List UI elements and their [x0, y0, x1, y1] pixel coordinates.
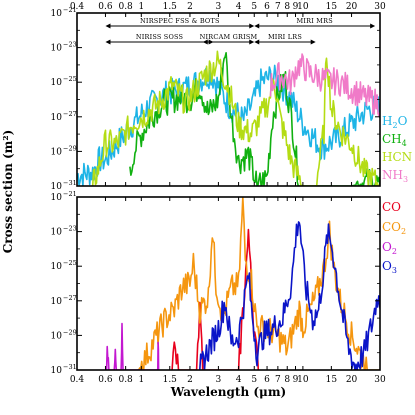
y-tick-exponent: −25: [63, 259, 77, 267]
legend-item-h2o: H2O: [382, 114, 408, 130]
instrument-range: MIRI MRS: [254, 17, 376, 29]
arrow-head-left: [105, 39, 111, 45]
instrument-label: NIRCAM GRISM: [200, 33, 258, 41]
arrow-head-left: [105, 23, 111, 29]
x-tick-label-bottom: 2: [187, 375, 193, 385]
legend-item-ch4: CH4: [382, 132, 407, 148]
instrument-range: NIRCAM GRISM: [200, 33, 258, 45]
y-tick-label: 10: [51, 44, 63, 54]
x-tick-label-top: 20: [346, 2, 358, 12]
y-tick-label: 10: [51, 366, 63, 376]
x-tick-label-bottom: 9: [293, 375, 299, 385]
y-tick-exponent: −29: [63, 144, 77, 152]
x-tick-label-top: 5: [251, 2, 257, 12]
x-tick-label-bottom: 15: [326, 375, 338, 385]
arrow-head-left: [254, 39, 260, 45]
y-tick-exponent: −23: [63, 225, 77, 233]
y-tick-label: 10: [51, 297, 63, 307]
x-tick-label-bottom: 1: [138, 375, 144, 385]
legend-item-o3: O3: [382, 259, 397, 275]
instrument-label: NIRISS SOSS: [136, 33, 183, 41]
x-tick-label-top: 10: [297, 2, 309, 12]
y-tick-label: 10: [51, 147, 63, 157]
y-tick-exponent: −21: [63, 6, 77, 14]
y-tick-label: 10: [51, 182, 63, 192]
x-tick-label-top: 15: [326, 2, 338, 12]
y-tick-label: 10: [51, 331, 63, 341]
series-line-nh3: [269, 53, 380, 117]
x-tick-label-bottom: 20: [346, 375, 358, 385]
x-tick-label-top: 4: [236, 2, 242, 12]
x-tick-label-top: 0.8: [118, 2, 133, 12]
y-tick-exponent: −31: [63, 179, 77, 187]
y-tick-label: 10: [51, 9, 63, 19]
x-tick-label-bottom: 0.4: [70, 375, 85, 385]
x-tick-label-top: 1.5: [163, 2, 178, 12]
series-line-o3: [199, 221, 380, 370]
x-tick-label-top: 3: [216, 2, 222, 12]
y-tick-exponent: −25: [63, 75, 77, 83]
x-tick-label-top: 30: [374, 2, 386, 12]
x-tick-label-bottom: 1.5: [163, 375, 178, 385]
instrument-label: MIRI LRS: [268, 33, 302, 41]
x-tick-label-bottom: 0.8: [118, 375, 133, 385]
x-tick-label-top: 2: [187, 2, 193, 12]
legend-item-hcn: HCN: [382, 150, 412, 164]
x-tick-label-bottom: 0.6: [98, 375, 113, 385]
series-group-bottom: [105, 197, 380, 370]
instrument-label: NIRSPEC FSS & BOTS: [140, 17, 220, 25]
legend-item-co2: CO2: [382, 220, 406, 236]
arrow-head-right: [370, 23, 376, 29]
series-line-ch4: [129, 52, 380, 186]
legend-item-o2: O2: [382, 240, 397, 256]
y-tick-label: 10: [51, 113, 63, 123]
x-tick-label-top: 7: [275, 2, 281, 12]
x-tick-label-top: 0.4: [70, 2, 85, 12]
instrument-label: MIRI MRS: [297, 17, 333, 25]
y-tick-exponent: −27: [63, 294, 77, 302]
x-tick-label-bottom: 8: [284, 375, 290, 385]
x-tick-label-top: 0.6: [98, 2, 113, 12]
legend-item-co: CO: [382, 200, 401, 214]
x-tick-label-bottom: 3: [216, 375, 222, 385]
series-line-o2: [105, 322, 160, 370]
arrow-head-left: [254, 23, 260, 29]
y-tick-label: 10: [51, 78, 63, 88]
x-tick-label-bottom: 4: [236, 375, 242, 385]
y-tick-exponent: −27: [63, 110, 77, 118]
x-tick-label-top: 6: [264, 2, 270, 12]
x-tick-label-bottom: 7: [275, 375, 281, 385]
x-tick-label-bottom: 5: [251, 375, 257, 385]
arrow-head-right: [310, 39, 316, 45]
y-tick-exponent: −29: [63, 328, 77, 336]
arrow-head-left: [202, 39, 208, 45]
x-tick-label-bottom: 6: [264, 375, 270, 385]
y-tick-exponent: −23: [63, 41, 77, 49]
instrument-range: NIRSPEC FSS & BOTS: [105, 17, 255, 29]
y-axis-title: Cross section (m²): [1, 130, 15, 254]
y-tick-exponent: −21: [63, 190, 77, 198]
series-group-top: [77, 50, 380, 186]
series-line-hcn: [91, 50, 380, 186]
y-tick-label: 10: [51, 228, 63, 238]
x-tick-label-top: 9: [293, 2, 299, 12]
x-tick-label-bottom: 30: [374, 375, 386, 385]
x-tick-label-top: 1: [138, 2, 144, 12]
x-tick-label-bottom: 10: [297, 375, 309, 385]
y-tick-label: 10: [51, 193, 63, 203]
x-tick-label-top: 8: [284, 2, 290, 12]
instrument-range: NIRISS SOSS: [105, 33, 214, 45]
instrument-range: MIRI LRS: [254, 33, 316, 45]
legend-item-nh3: NH3: [382, 168, 408, 184]
x-axis-title: Wavelength (μm): [170, 385, 286, 399]
arrow-head-right: [249, 23, 255, 29]
y-tick-exponent: −31: [63, 363, 77, 371]
y-tick-label: 10: [51, 262, 63, 272]
arrow-head-right: [249, 39, 255, 45]
